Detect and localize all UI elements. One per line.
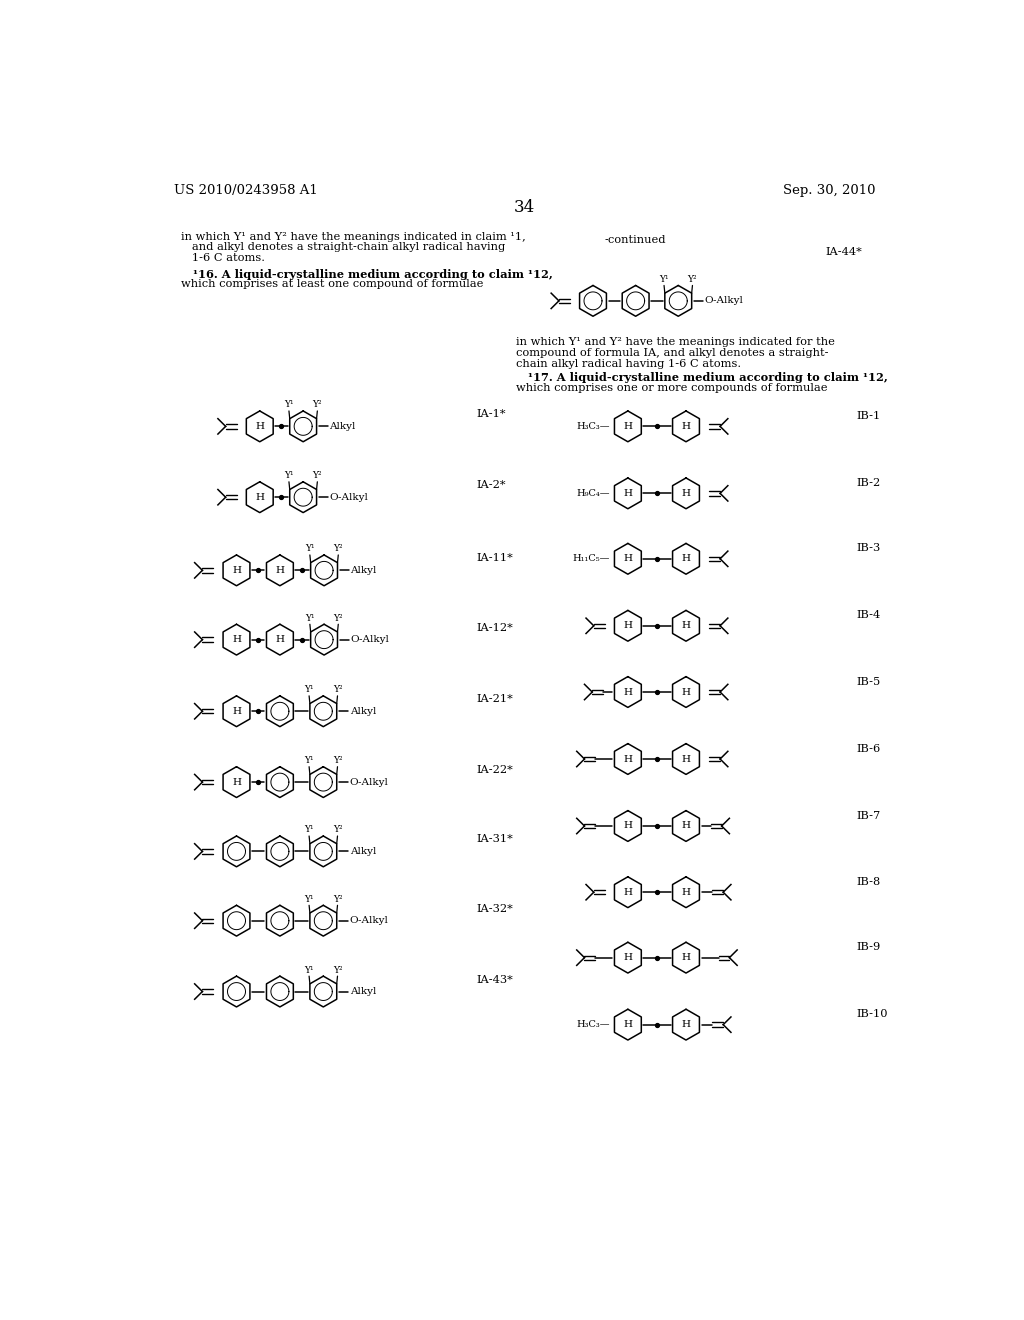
Text: IB-1: IB-1 — [856, 411, 881, 421]
Text: Sep. 30, 2010: Sep. 30, 2010 — [782, 185, 876, 197]
Text: H: H — [232, 777, 241, 787]
Text: Y²: Y² — [312, 400, 323, 409]
Text: H: H — [232, 635, 241, 644]
Text: O-Alkyl: O-Alkyl — [330, 492, 369, 502]
Text: H: H — [255, 492, 264, 502]
Text: Y¹: Y¹ — [304, 825, 313, 834]
Text: Y¹: Y¹ — [304, 966, 313, 974]
Text: 1-6 C atoms.: 1-6 C atoms. — [180, 253, 264, 263]
Text: H: H — [624, 1020, 633, 1030]
Text: compound of formula IA, and alkyl denotes a straight-: compound of formula IA, and alkyl denote… — [515, 348, 828, 358]
Text: H: H — [682, 422, 690, 430]
Text: H: H — [682, 554, 690, 564]
Text: Y¹: Y¹ — [305, 544, 314, 553]
Text: H: H — [624, 888, 633, 896]
Text: H: H — [232, 706, 241, 715]
Text: H₃C₃—: H₃C₃— — [577, 422, 610, 430]
Text: Alkyl: Alkyl — [330, 422, 356, 430]
Text: Y²: Y² — [688, 275, 697, 284]
Text: IA-31*: IA-31* — [477, 834, 513, 845]
Text: US 2010/0243958 A1: US 2010/0243958 A1 — [174, 185, 318, 197]
Text: IA-43*: IA-43* — [477, 974, 513, 985]
Text: Y²: Y² — [334, 614, 343, 623]
Text: IB-8: IB-8 — [856, 876, 881, 887]
Text: Y²: Y² — [334, 544, 343, 553]
Text: O-Alkyl: O-Alkyl — [349, 777, 388, 787]
Text: Y¹: Y¹ — [285, 471, 294, 480]
Text: Y²: Y² — [333, 685, 342, 694]
Text: and alkyl denotes a straight-chain alkyl radical having: and alkyl denotes a straight-chain alkyl… — [180, 243, 505, 252]
Text: which comprises at least one compound of formulae: which comprises at least one compound of… — [180, 280, 483, 289]
Text: O-Alkyl: O-Alkyl — [350, 635, 389, 644]
Text: Y¹: Y¹ — [304, 756, 313, 766]
Text: IA-2*: IA-2* — [477, 480, 506, 490]
Text: H: H — [682, 488, 690, 498]
Text: Alkyl: Alkyl — [349, 706, 376, 715]
Text: H: H — [682, 953, 690, 962]
Text: H: H — [255, 422, 264, 430]
Text: H₁₁C₅—: H₁₁C₅— — [572, 554, 610, 564]
Text: H: H — [682, 622, 690, 630]
Text: H: H — [624, 953, 633, 962]
Text: H: H — [682, 888, 690, 896]
Text: IA-32*: IA-32* — [477, 904, 513, 913]
Text: Y²: Y² — [333, 895, 342, 904]
Text: H: H — [682, 688, 690, 697]
Text: which comprises one or more compounds of formulae: which comprises one or more compounds of… — [515, 383, 827, 393]
Text: H: H — [624, 688, 633, 697]
Text: H₃C₃—: H₃C₃— — [577, 1020, 610, 1030]
Text: Y²: Y² — [333, 966, 342, 974]
Text: Y¹: Y¹ — [304, 895, 313, 904]
Text: in which Y¹ and Y² have the meanings indicated in claim ¹1,: in which Y¹ and Y² have the meanings ind… — [180, 231, 525, 242]
Text: IB-5: IB-5 — [856, 677, 881, 686]
Text: IA-1*: IA-1* — [477, 409, 506, 420]
Text: H: H — [682, 755, 690, 763]
Text: Alkyl: Alkyl — [349, 847, 376, 855]
Text: Y¹: Y¹ — [304, 685, 313, 694]
Text: H: H — [624, 755, 633, 763]
Text: IB-4: IB-4 — [856, 610, 881, 620]
Text: IB-3: IB-3 — [856, 544, 881, 553]
Text: chain alkyl radical having 1-6 C atoms.: chain alkyl radical having 1-6 C atoms. — [515, 359, 740, 368]
Text: ¹16. A liquid-crystalline medium according to claim ¹12,: ¹16. A liquid-crystalline medium accordi… — [180, 268, 553, 280]
Text: H: H — [682, 821, 690, 830]
Text: O-Alkyl: O-Alkyl — [705, 297, 743, 305]
Text: Y²: Y² — [312, 471, 323, 480]
Text: IA-21*: IA-21* — [477, 694, 513, 705]
Text: H: H — [624, 422, 633, 430]
Text: IB-2: IB-2 — [856, 478, 881, 488]
Text: IB-10: IB-10 — [856, 1010, 888, 1019]
Text: ¹17. A liquid-crystalline medium according to claim ¹12,: ¹17. A liquid-crystalline medium accordi… — [515, 372, 888, 383]
Text: H: H — [624, 554, 633, 564]
Text: Alkyl: Alkyl — [349, 987, 376, 997]
Text: H: H — [624, 488, 633, 498]
Text: in which Y¹ and Y² have the meanings indicated for the: in which Y¹ and Y² have the meanings ind… — [515, 337, 835, 347]
Text: Y²: Y² — [333, 756, 342, 766]
Text: IB-9: IB-9 — [856, 942, 881, 952]
Text: 34: 34 — [514, 199, 536, 216]
Text: IB-6: IB-6 — [856, 743, 881, 754]
Text: H: H — [624, 821, 633, 830]
Text: -continued: -continued — [604, 235, 667, 246]
Text: O-Alkyl: O-Alkyl — [349, 916, 388, 925]
Text: H: H — [275, 566, 285, 574]
Text: H: H — [682, 1020, 690, 1030]
Text: Y¹: Y¹ — [285, 400, 294, 409]
Text: IA-12*: IA-12* — [477, 623, 513, 632]
Text: Alkyl: Alkyl — [350, 566, 377, 574]
Text: IA-11*: IA-11* — [477, 553, 513, 564]
Text: Y²: Y² — [333, 825, 342, 834]
Text: IA-44*: IA-44* — [825, 247, 862, 257]
Text: Y¹: Y¹ — [659, 275, 669, 284]
Text: H: H — [232, 566, 241, 574]
Text: H: H — [275, 635, 285, 644]
Text: IA-22*: IA-22* — [477, 766, 513, 775]
Text: H: H — [624, 622, 633, 630]
Text: IB-7: IB-7 — [856, 810, 881, 821]
Text: H₉C₄—: H₉C₄— — [577, 488, 610, 498]
Text: Y¹: Y¹ — [305, 614, 314, 623]
